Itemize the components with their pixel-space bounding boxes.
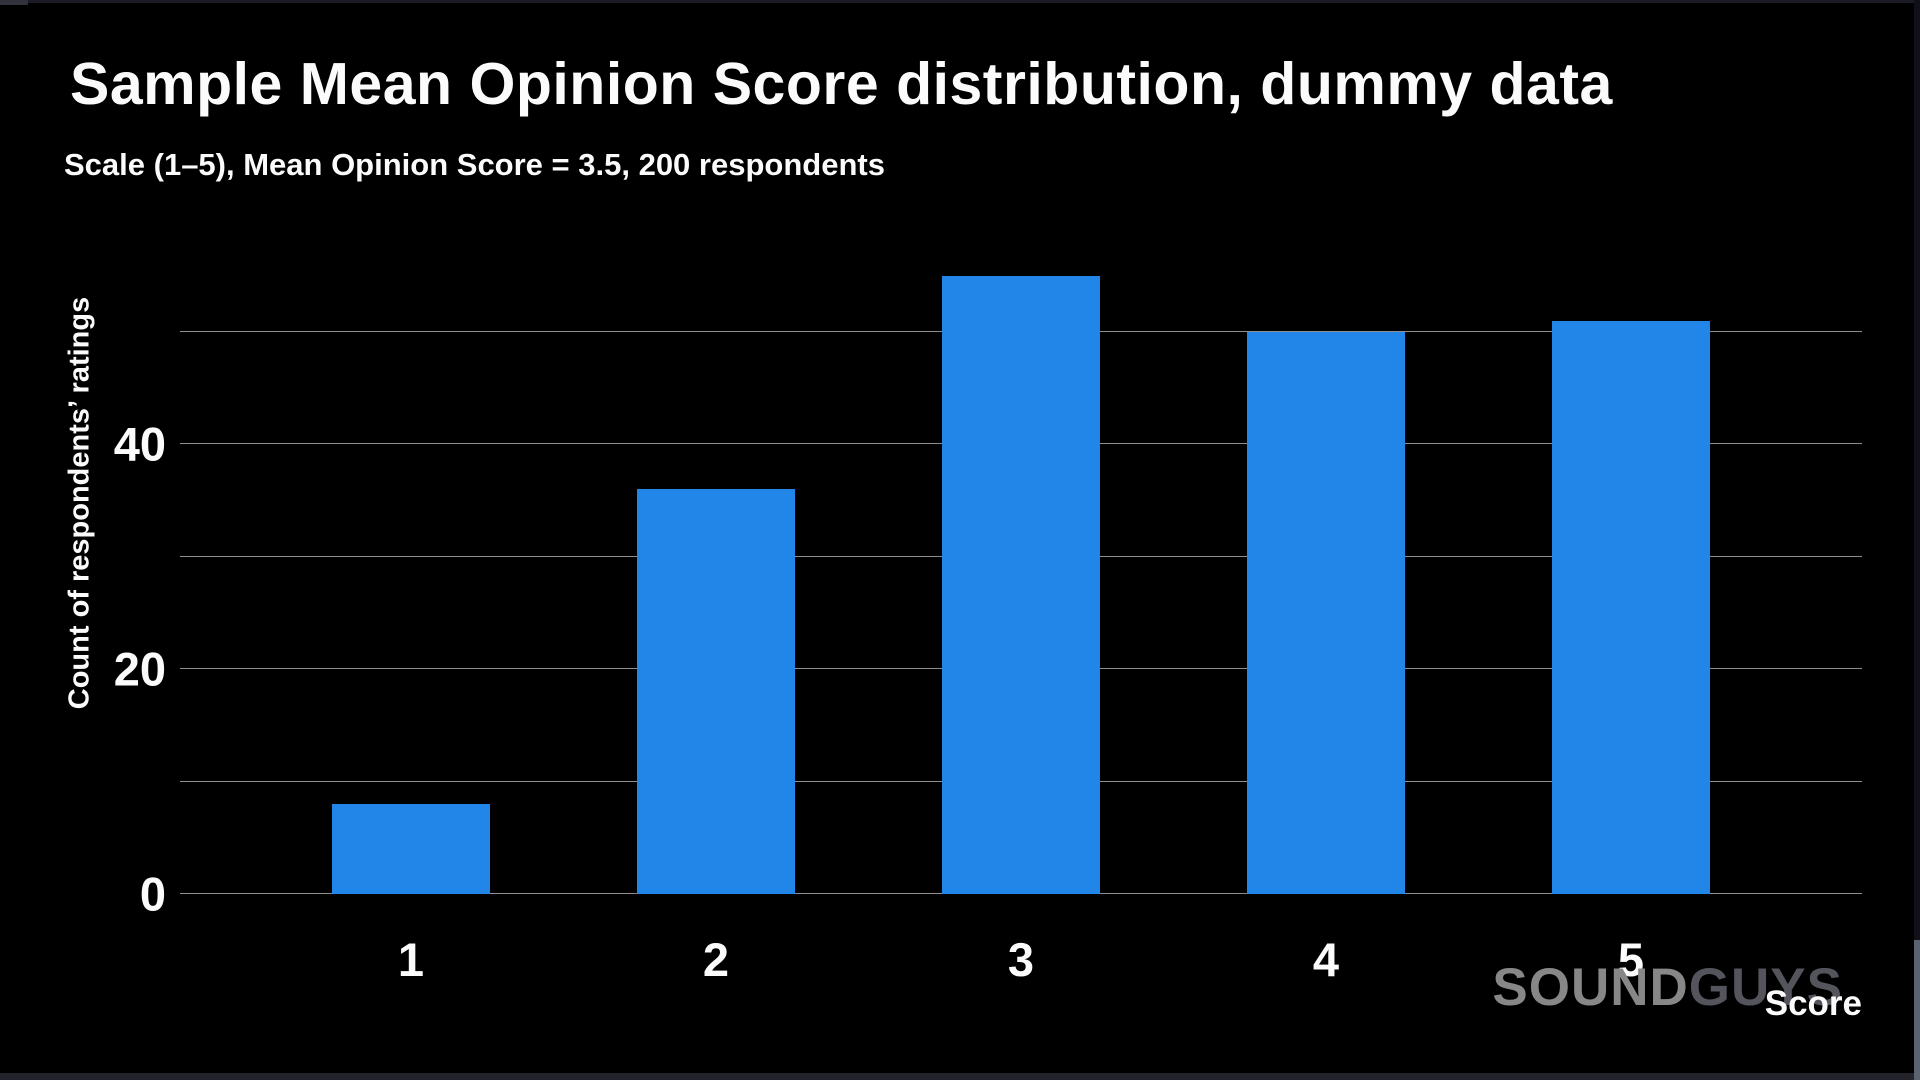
bar-score-1 [332,804,490,894]
y-tick-0: 0 [139,867,166,921]
y-tick-40: 40 [113,417,166,471]
x-tick-2: 2 [702,933,730,986]
soundguys-watermark: SOUNDGUYS [1492,961,1843,1014]
x-tick-5: 5 [1617,933,1645,986]
x-axis-label: Score [1764,984,1862,1023]
window-border-bottom [0,1073,1920,1080]
window-border-top [0,0,1920,3]
plot-area [180,195,1862,894]
x-tick-4: 4 [1312,933,1340,986]
scrollbar-thumb[interactable] [1914,940,1920,1080]
chart-subtitle: Scale (1–5), Mean Opinion Score = 3.5, 2… [64,147,885,182]
watermark-sound: SOUND [1492,958,1689,1017]
bar-score-4 [1246,332,1405,894]
scrollbar-track[interactable] [1914,0,1920,1080]
x-tick-3: 3 [1007,933,1035,986]
chart-title: Sample Mean Opinion Score distribution, … [70,51,1613,117]
bar-score-2 [637,489,795,894]
x-tick-1: 1 [397,933,425,986]
y-tick-20: 20 [113,642,166,696]
bar-score-3 [942,275,1100,894]
watermark-guys: GUYS [1688,958,1843,1017]
bar-score-5 [1551,320,1710,894]
window-border-notch [0,0,28,5]
